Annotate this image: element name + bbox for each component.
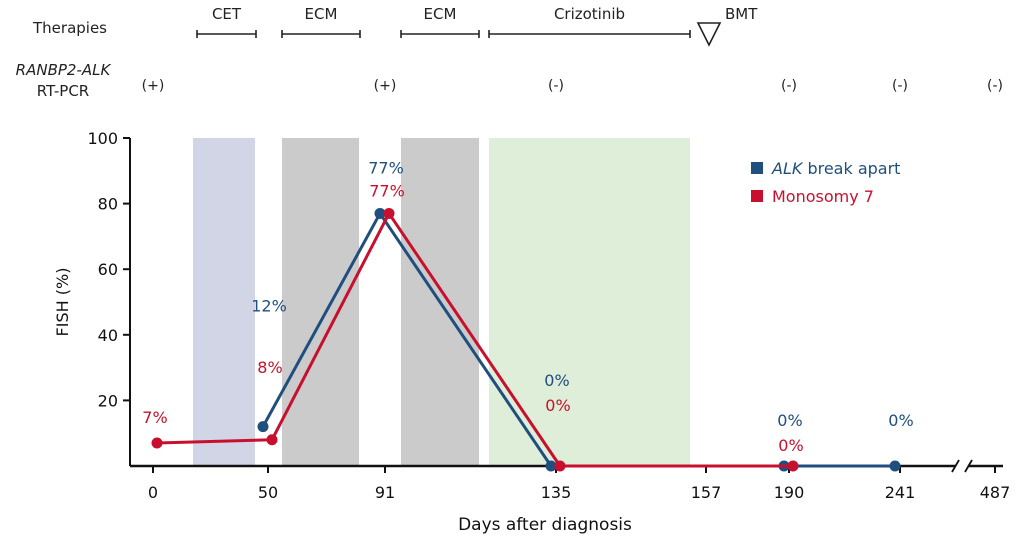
legend-label-italic: ALK <box>771 159 804 178</box>
data-label: 77% <box>368 158 404 177</box>
therapy-label: ECM <box>424 5 457 23</box>
y-tick-label: 60 <box>98 260 118 279</box>
y-tick-label: 20 <box>98 391 118 410</box>
x-tick-label: 91 <box>375 483 395 502</box>
data-label: 7% <box>142 408 167 427</box>
rtpcr-result: (-) <box>987 78 1003 94</box>
data-point <box>151 437 163 449</box>
therapy-band-1 <box>193 138 255 466</box>
x-tick-label: 135 <box>541 483 572 502</box>
data-point <box>545 460 557 472</box>
rtpcr-label-line1: RANBP2-ALK <box>16 61 112 79</box>
data-point <box>257 421 269 433</box>
y-tick-label: 40 <box>98 326 118 345</box>
x-tick-label: 0 <box>148 483 158 502</box>
data-label: 8% <box>257 358 282 377</box>
data-label: 0% <box>545 396 570 415</box>
therapy-label: CET <box>212 5 242 23</box>
axis-break-mark <box>951 459 960 473</box>
x-tick-label: 157 <box>691 483 722 502</box>
x-tick-label: 50 <box>258 483 278 502</box>
data-label: 0% <box>777 411 802 430</box>
therapy-timeline: CET ECM ECM Crizotinib Therapies BMT RANBP2-AL… <box>16 5 1003 100</box>
rtpcr-result: (-) <box>892 78 908 94</box>
data-point <box>266 434 278 446</box>
legend-swatch <box>751 162 763 174</box>
legend-label: ALK break apart <box>771 159 900 178</box>
therapy-band-2 <box>282 138 359 466</box>
data-label: 12% <box>251 297 287 316</box>
legend-label-text: Monosomy 7 <box>772 187 874 206</box>
rtpcr-result: (+) <box>142 78 165 94</box>
series-group: 12% 77% 0% 0% 0% 7% 8% 77% 0% 0% <box>142 158 914 472</box>
therapy-label: ECM <box>305 5 338 23</box>
x-tick-label: 190 <box>774 483 805 502</box>
therapies-label: Therapies <box>32 19 107 37</box>
bmt-marker-icon <box>696 22 722 47</box>
data-point <box>889 460 901 472</box>
data-label: 0% <box>888 411 913 430</box>
legend-label-text: break apart <box>802 159 900 178</box>
y-tick-label: 80 <box>98 195 118 214</box>
therapy-label: Crizotinib <box>554 5 625 23</box>
data-point <box>554 460 566 472</box>
axis-break-mark <box>964 459 973 473</box>
legend-label: Monosomy 7 <box>772 187 874 206</box>
legend: ALK break apart Monosomy 7 <box>751 159 900 206</box>
rtpcr-result: (+) <box>374 78 397 94</box>
data-point <box>383 207 395 219</box>
data-label: 0% <box>544 371 569 390</box>
bmt-label: BMT <box>725 5 758 23</box>
y-axis-title: FISH (%) <box>53 268 72 337</box>
x-tick-label: 241 <box>885 483 916 502</box>
legend-swatch <box>751 190 763 202</box>
x-axis-title: Days after diagnosis <box>458 515 632 535</box>
data-label: 77% <box>369 181 405 200</box>
x-tick-label: 487 <box>980 483 1011 502</box>
y-tick-label: 100 <box>87 129 118 148</box>
rtpcr-result: (-) <box>548 78 564 94</box>
data-label: 0% <box>778 436 803 455</box>
data-point <box>374 207 386 219</box>
rtpcr-result: (-) <box>781 78 797 94</box>
rtpcr-label-line2: RT-PCR <box>37 82 89 100</box>
data-point <box>787 460 799 472</box>
